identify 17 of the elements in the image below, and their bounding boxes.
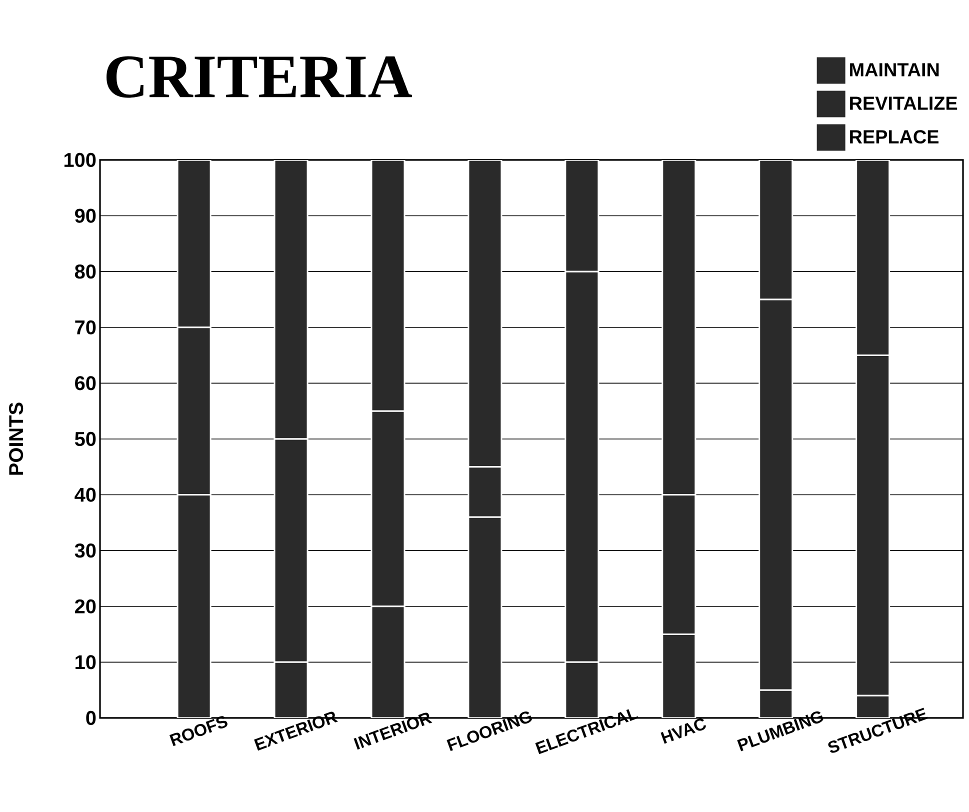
y-tick-label: 0: [86, 710, 96, 726]
y-tick-label: 80: [74, 264, 96, 279]
x-tick-label: HVAC: [660, 718, 706, 744]
legend-label: REPLACE: [850, 130, 939, 144]
y-tick-label: 10: [76, 655, 96, 670]
y-tick-label: 70: [75, 320, 96, 334]
y-tick-label: 50: [74, 432, 96, 446]
y-tick-label: 90: [75, 208, 96, 223]
y-tick-label: 30: [74, 544, 96, 558]
y-axis-title: POINTS: [9, 402, 24, 475]
legend-label: REVITALIZE: [850, 96, 958, 110]
y-tick-label: 20: [75, 599, 96, 614]
y-tick-label: 100: [64, 152, 96, 168]
chart-title: CRITERIA: [106, 56, 412, 98]
y-tick-label: 60: [75, 376, 96, 390]
legend-label: MAINTAIN: [850, 63, 939, 76]
y-tick-label: 40: [74, 488, 96, 502]
